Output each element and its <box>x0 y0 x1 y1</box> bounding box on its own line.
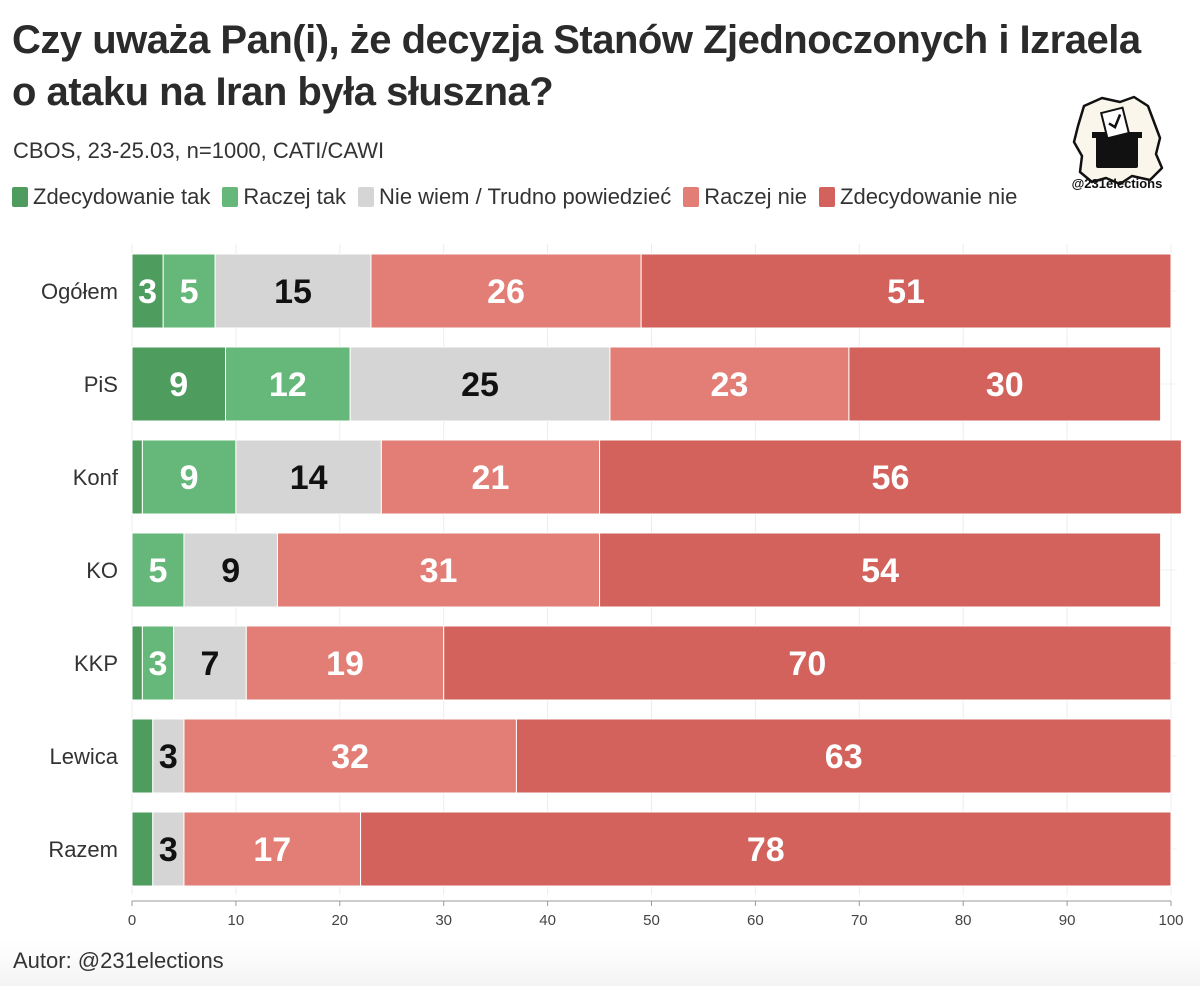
bar-label-5-2: 3 <box>159 738 178 776</box>
bar-label-1-1: 12 <box>269 366 307 404</box>
bar-label-6-3: 17 <box>253 831 291 869</box>
legend-item-dont-know: Nie wiem / Trudno powiedzieć <box>358 184 671 210</box>
category-label-5: Lewica <box>50 744 119 769</box>
category-label-4: KKP <box>74 651 118 676</box>
category-label-0: Ogółem <box>41 279 118 304</box>
bar-label-2-2: 14 <box>290 459 328 497</box>
chart-title: Czy uważa Pan(i), że decyzja Stanów Zjed… <box>12 18 1141 114</box>
legend-label-dont-know: Nie wiem / Trudno powiedzieć <box>379 184 672 209</box>
bar-label-2-1: 9 <box>180 459 199 497</box>
bar-4-3 <box>245 625 445 701</box>
bar-label-1-4: 30 <box>986 366 1024 404</box>
category-label-1: PiS <box>84 372 118 397</box>
bar-label-0-2: 15 <box>274 273 312 311</box>
logo-handle: @231elections <box>1071 176 1163 191</box>
bar-label-1-2: 25 <box>461 366 499 404</box>
bar-label-4-1: 3 <box>149 645 168 683</box>
bar-4-4 <box>443 625 1172 701</box>
bar-2-2 <box>235 439 382 515</box>
bar-4-1 <box>141 625 175 701</box>
legend-item-rather-yes: Raczej tak <box>222 184 346 210</box>
bar-label-2-3: 21 <box>472 459 510 497</box>
legend-swatch-rather-yes <box>222 187 239 207</box>
bar-2-1 <box>141 439 237 515</box>
x-tick-label-4: 40 <box>539 912 556 929</box>
bar-label-4-3: 19 <box>326 645 364 683</box>
legend-item-rather-no: Raczej nie <box>683 184 807 210</box>
legend-label-rather-no: Raczej nie <box>704 184 808 209</box>
bar-6-0 <box>131 811 154 887</box>
bar-4-0 <box>131 625 143 701</box>
bar-3-4 <box>599 532 1162 608</box>
legend-swatch-strong-yes <box>12 187 28 207</box>
legend-item-strong-yes: Zdecydowanie tak <box>12 184 210 210</box>
bar-label-5-4: 63 <box>825 738 863 776</box>
x-tick-label-9: 90 <box>1059 912 1076 929</box>
bar-0-4 <box>640 253 1172 329</box>
legend-label-strong-yes: Zdecydowanie tak <box>33 184 211 209</box>
bar-1-4 <box>848 346 1162 422</box>
bar-2-4 <box>599 439 1182 515</box>
legend-item-strong-no: Zdecydowanie nie <box>819 184 1017 210</box>
bar-label-3-2: 9 <box>221 552 240 590</box>
bar-1-2 <box>349 346 611 422</box>
bar-label-1-0: 9 <box>169 366 188 404</box>
chart-subtitle: CBOS, 23-25.03, n=1000, CATI/CAWI <box>13 138 385 163</box>
bar-5-2 <box>152 718 185 794</box>
bar-label-6-4: 78 <box>747 831 785 869</box>
bar-4-2 <box>173 625 247 701</box>
bar-3-2 <box>183 532 278 608</box>
bar-label-0-4: 51 <box>887 273 925 311</box>
legend-swatch-strong-no <box>819 187 836 207</box>
x-tick-label-6: 60 <box>747 912 764 929</box>
bar-label-3-1: 5 <box>149 552 168 590</box>
bar-6-4 <box>360 811 1172 887</box>
bar-1-0 <box>131 346 227 422</box>
bar-2-3 <box>380 439 601 515</box>
bar-label-3-4: 54 <box>861 552 899 590</box>
x-tick-label-1: 10 <box>228 912 245 929</box>
legend: Zdecydowanie tak Raczej tak Nie wiem / T… <box>12 184 1029 210</box>
bar-1-3 <box>609 346 850 422</box>
bar-label-0-0: 3 <box>138 273 157 311</box>
x-tick-label-7: 70 <box>851 912 868 929</box>
bar-3-3 <box>276 532 601 608</box>
stacked-bar-chart: 3 5 15 26 519 12 25 23 309 14 21 565 9 31 543 7 19 703 32 6… <box>41 244 1184 929</box>
bar-3-1 <box>131 532 185 608</box>
category-label-6: Razem <box>48 837 118 862</box>
bar-label-5-3: 32 <box>331 738 369 776</box>
bar-label-4-2: 7 <box>200 645 219 683</box>
bar-5-3 <box>183 718 517 794</box>
x-tick-label-8: 80 <box>955 912 972 929</box>
legend-swatch-rather-no <box>683 187 700 207</box>
bar-6-3 <box>183 811 362 887</box>
footer-band <box>0 940 1200 986</box>
bar-2-0 <box>131 439 143 515</box>
x-tick-label-0: 0 <box>128 912 136 929</box>
x-tick-label-2: 20 <box>331 912 348 929</box>
bar-label-3-3: 31 <box>420 552 458 590</box>
x-tick-label-5: 50 <box>643 912 660 929</box>
bar-0-1 <box>162 253 216 329</box>
bar-label-0-3: 26 <box>487 273 525 311</box>
category-label-3: KO <box>86 558 118 583</box>
poland-ballot-logo-icon <box>1072 95 1164 186</box>
bar-label-2-4: 56 <box>872 459 910 497</box>
bar-0-3 <box>370 253 642 329</box>
legend-swatch-dont-know <box>358 187 375 207</box>
legend-label-rather-yes: Raczej tak <box>243 184 347 209</box>
x-tick-label-3: 30 <box>435 912 452 929</box>
x-tick-label-10: 100 <box>1158 912 1183 929</box>
bar-5-0 <box>131 718 154 794</box>
category-label-2: Konf <box>73 465 119 490</box>
bar-label-6-2: 3 <box>159 831 178 869</box>
bar-label-4-4: 70 <box>788 645 826 683</box>
bar-label-0-1: 5 <box>180 273 199 311</box>
author-credit: Autor: @231elections <box>13 948 224 973</box>
legend-label-strong-no: Zdecydowanie nie <box>840 184 1018 209</box>
bar-label-1-3: 23 <box>711 366 749 404</box>
bar-5-4 <box>515 718 1172 794</box>
